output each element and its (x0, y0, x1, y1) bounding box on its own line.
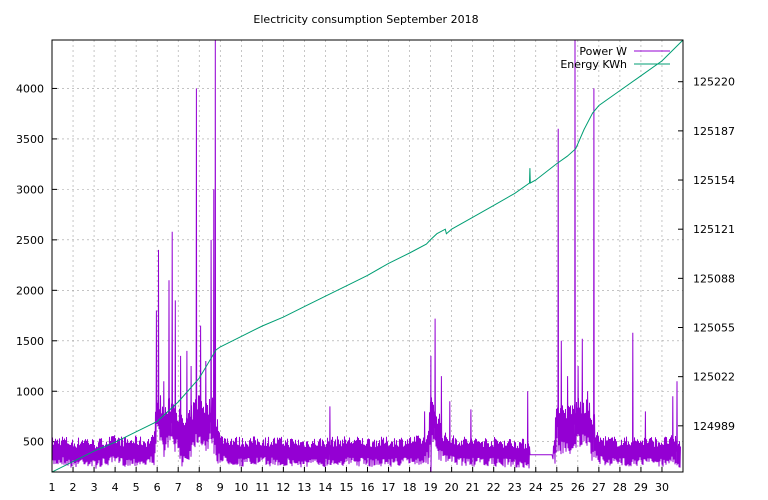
x-tick-label: 17 (382, 481, 396, 494)
x-tick-label: 11 (255, 481, 269, 494)
x-tick-label: 29 (634, 481, 648, 494)
x-tick-label: 8 (196, 481, 203, 494)
x-tick-label: 3 (91, 481, 98, 494)
x-axis-ticks: 1 2 3 4 5 6 7 8 9 10 11 12 13 14 15 16 17 18 19 20 21 22 23 24 2… (49, 467, 669, 494)
x-tick-label: 25 (550, 481, 564, 494)
x-tick-label: 28 (613, 481, 627, 494)
x-tick-label: 10 (234, 481, 248, 494)
x-tick-label: 23 (508, 481, 522, 494)
x-tick-label: 20 (445, 481, 459, 494)
left-y-tick-label: 3000 (16, 183, 44, 196)
right-y-tick-label: 124989 (693, 420, 735, 433)
series-line-power (52, 40, 681, 472)
x-tick-label: 2 (70, 481, 77, 494)
plot-border (51, 39, 684, 473)
right-y-tick-label: 125022 (693, 371, 735, 384)
right-y-tick-label: 125055 (693, 322, 735, 335)
x-tick-label: 9 (217, 481, 224, 494)
x-tick-label: 30 (655, 481, 669, 494)
grid-lines (51, 40, 683, 472)
x-tick-label: 18 (403, 481, 417, 494)
left-y-tick-label: 4000 (16, 82, 44, 95)
right-y-tick-label: 125121 (693, 223, 735, 236)
legend: Power W Energy KWh (560, 45, 670, 71)
right-y-tick-label: 125088 (693, 272, 735, 285)
left-y-tick-label: 3500 (16, 133, 44, 146)
right-y-tick-label: 125154 (693, 174, 735, 187)
x-tick-label: 21 (466, 481, 480, 494)
left-y-tick-label: 2500 (16, 234, 44, 247)
x-tick-label: 5 (133, 481, 140, 494)
x-tick-label: 16 (361, 481, 375, 494)
x-tick-label: 22 (487, 481, 501, 494)
legend-label-power: Power W (579, 45, 627, 58)
x-tick-label: 19 (424, 481, 438, 494)
x-tick-label: 12 (276, 481, 290, 494)
left-y-tick-label: 1000 (16, 385, 44, 398)
x-tick-label: 7 (175, 481, 182, 494)
right-y-tick-label: 125187 (693, 125, 735, 138)
x-tick-label: 24 (529, 481, 543, 494)
right-y-axis-ticks: 124989 125022 125055 125088 125121 125154 1251… (678, 76, 735, 433)
right-y-tick-label: 125220 (693, 76, 735, 89)
series-line-energy (52, 40, 683, 472)
chart-title: Electricity consumption September 2018 (253, 13, 478, 26)
left-y-tick-label: 500 (23, 436, 44, 449)
x-tick-label: 14 (318, 481, 332, 494)
left-y-axis-ticks: 500 1000 1500 2000 2500 3000 3500 4000 (16, 82, 57, 449)
left-y-tick-label: 1500 (16, 335, 44, 348)
x-tick-label: 6 (154, 481, 161, 494)
x-tick-label: 15 (339, 481, 353, 494)
x-tick-label: 27 (592, 481, 606, 494)
x-tick-label: 4 (112, 481, 119, 494)
left-y-tick-label: 2000 (16, 284, 44, 297)
x-tick-label: 13 (297, 481, 311, 494)
x-tick-label: 1 (49, 481, 56, 494)
x-tick-label: 26 (571, 481, 585, 494)
legend-label-energy: Energy KWh (560, 58, 627, 71)
